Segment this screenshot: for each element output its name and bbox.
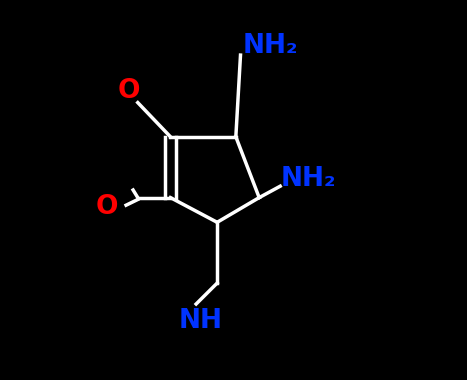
Text: NH₂: NH₂ [280, 166, 336, 192]
Text: NH: NH [179, 308, 223, 334]
Text: O: O [95, 194, 118, 220]
Text: NH₂: NH₂ [243, 33, 298, 59]
Text: O: O [117, 78, 140, 104]
